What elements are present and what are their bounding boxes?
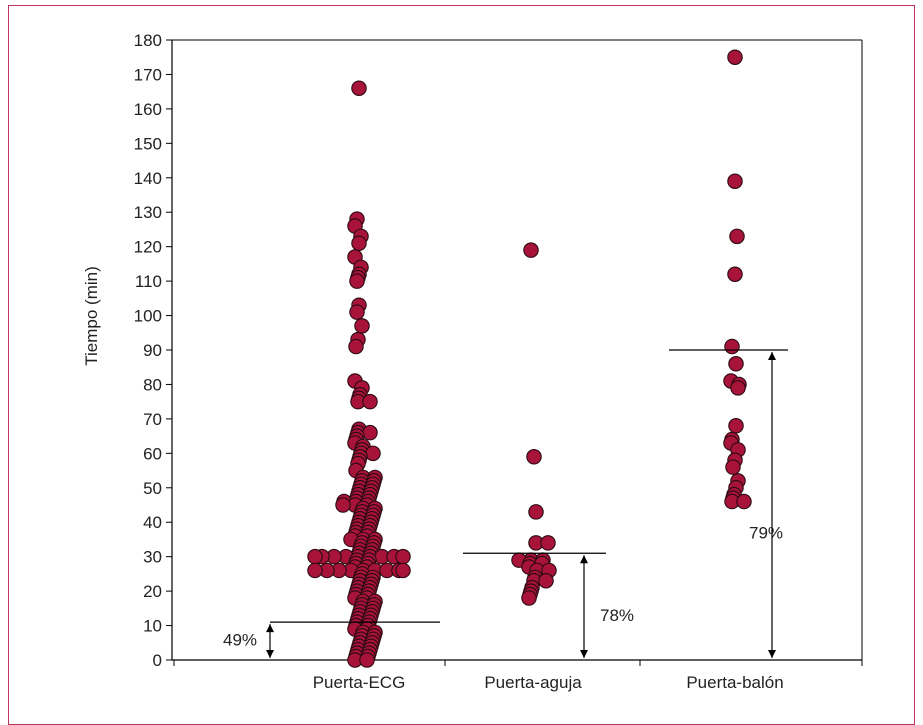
data-point [725,459,741,475]
x-tick-labels: Puerta-ECG Puerta-aguja Puerta-balón [173,660,863,692]
y-tick-label: 140 [134,169,162,188]
y-tick-label: 90 [143,341,162,360]
data-point [538,573,554,589]
data-point [354,318,370,334]
data-point [359,652,375,668]
y-tick-label: 50 [143,479,162,498]
percent-label: 79% [749,524,783,543]
y-tick-label: 100 [134,307,162,326]
data-point [395,562,411,579]
y-tick-label: 110 [135,272,162,291]
y-tick-label: 120 [134,238,162,257]
data-point [307,562,323,579]
y-tick-label: 160 [134,100,162,119]
data-point [365,445,381,462]
y-tick-label: 0 [153,651,162,670]
y-tick-label: 60 [143,444,162,463]
data-point [335,497,351,513]
y-ticks: 0 10 20 30 40 50 60 70 80 90 100 110 120 130 140 150 160… [134,31,172,670]
data-point [727,173,743,189]
data-point [728,356,744,372]
data-point [349,273,365,289]
data-point [521,590,537,606]
y-tick-label: 130 [134,203,162,222]
data-point [724,338,740,355]
percent-label: 78% [600,606,634,625]
x-tick-label: Puerta-aguja [484,673,582,692]
data-point [362,393,378,410]
y-tick-label: 180 [134,31,162,50]
arrow-head-down [768,650,776,658]
data-point [736,493,752,510]
data-point [351,235,367,251]
y-tick-label: 40 [143,513,162,532]
y-tick-label: 170 [134,65,162,84]
data-point [351,80,367,96]
data-point [528,504,544,520]
data-point [526,449,542,465]
y-tick-label: 150 [134,134,162,153]
y-axis-label: Tiempo (min) [82,266,101,366]
data-point [728,418,744,434]
arrow-head-up [266,624,274,633]
data-point [730,380,746,396]
data-point [362,424,378,441]
arrow-head-down [580,650,588,658]
data-point [540,535,556,551]
x-tick-label: Puerta-ECG [313,673,406,692]
y-tick-label: 70 [143,410,162,429]
arrow-head-down [266,650,274,658]
y-tick-label: 30 [143,548,162,567]
y-tick-label: 20 [143,582,162,601]
percent-label: 49% [223,630,257,649]
arrow-head-up [768,352,776,360]
threshold-annotations: 49% 78% 79% [223,349,788,658]
y-tick-label: 80 [143,375,162,394]
data-point [523,242,539,258]
data-point [727,49,743,65]
data-point [307,548,323,565]
data-point [727,266,743,282]
arrow-head-up [580,555,588,564]
x-tick-label: Puerta-balón [686,673,783,692]
y-tick-label: 10 [143,617,162,636]
data-points [307,49,752,668]
data-point [349,304,365,320]
scatter-chart: Tiempo (min) 0 10 20 30 40 50 60 70 80 90 100 110 12… [82,31,863,692]
data-point [729,228,745,245]
data-point [395,548,411,565]
data-point [348,338,364,355]
